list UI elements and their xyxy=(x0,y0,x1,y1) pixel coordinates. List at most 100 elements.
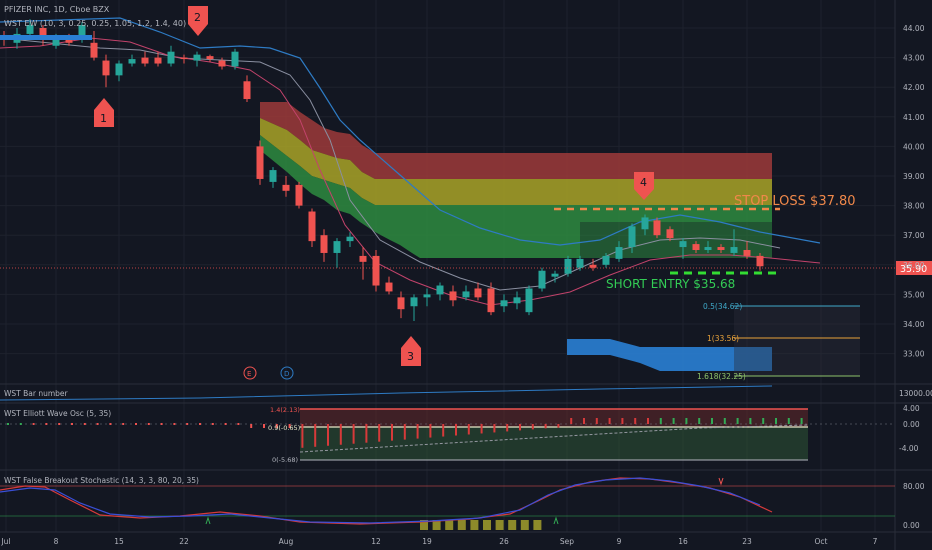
time-tick-label: 23 xyxy=(742,537,752,546)
candle-body xyxy=(641,217,649,230)
candle-body xyxy=(692,244,700,250)
candles xyxy=(0,19,764,322)
candle-body xyxy=(385,282,393,292)
ewo-bar xyxy=(800,418,803,424)
stoch-block xyxy=(432,520,441,530)
candle-body xyxy=(269,170,277,182)
candle-body xyxy=(487,288,495,313)
candle-body xyxy=(372,255,380,286)
zone-green xyxy=(260,135,772,258)
svg-text:4: 4 xyxy=(640,176,647,189)
ewo-bar xyxy=(723,418,726,424)
candle-body xyxy=(154,57,162,64)
time-tick-label: Jul xyxy=(0,537,10,546)
blue-marker-bar xyxy=(0,35,92,40)
price-tick-label: 37.00 xyxy=(903,231,925,240)
time-tick-label: 16 xyxy=(678,537,688,546)
ewo-bar xyxy=(122,423,125,425)
candle-body xyxy=(679,241,687,248)
ewo-bar xyxy=(147,423,150,425)
svg-text:1: 1 xyxy=(100,112,107,125)
ewo-label-mid: 0.9(-0.65) xyxy=(268,424,300,432)
ewo-bar xyxy=(378,424,381,442)
ewo-bar xyxy=(506,424,509,432)
price-tick-label: 36.00 xyxy=(903,261,925,270)
svg-text:2: 2 xyxy=(194,11,201,24)
ewo-bar xyxy=(403,424,406,440)
time-tick-label: Aug xyxy=(279,537,294,546)
ewo-bar xyxy=(455,424,457,436)
candle-body xyxy=(551,273,559,277)
dividend-event[interactable]: D xyxy=(280,366,294,380)
ewo-histogram xyxy=(7,418,803,448)
ewo-lower-zone xyxy=(300,427,808,460)
ewo-bar xyxy=(762,418,765,424)
svg-text:D: D xyxy=(284,370,289,378)
ewo-bar xyxy=(224,423,227,425)
upper-channel-line xyxy=(0,17,821,246)
time-axis: Jul 8 15 22 Aug 12 19 26 Sep 9 16 23 Oct 7 xyxy=(0,537,877,546)
ewo-tick-m4: -4.00 xyxy=(899,444,919,453)
candle-body xyxy=(653,220,661,236)
candle-body xyxy=(615,247,623,259)
ewo-bar xyxy=(109,423,112,425)
stoch-block xyxy=(533,520,542,530)
stoch-block xyxy=(470,520,479,530)
price-tick-label: 38.00 xyxy=(903,202,925,211)
candle-body xyxy=(308,211,316,242)
ewo-bar xyxy=(327,424,329,446)
ewo-bar xyxy=(7,423,9,425)
price-tick-label: 34.00 xyxy=(903,320,925,329)
fib-label-05: 0.5(34.62) xyxy=(703,302,742,311)
ewo-bar xyxy=(199,423,201,425)
candle-body xyxy=(206,56,214,60)
stoch-up-arrow-1 xyxy=(205,516,211,525)
ewo-bar xyxy=(211,423,214,425)
candle-body xyxy=(218,60,226,67)
price-tick-label: 40.00 xyxy=(903,142,925,151)
candle-body xyxy=(474,288,482,298)
ewo-bar xyxy=(429,424,432,438)
ewo-bar xyxy=(416,424,419,439)
time-tick-label: 9 xyxy=(617,537,622,546)
ewo-bar xyxy=(749,418,752,424)
candle-body xyxy=(436,285,444,295)
candle-body xyxy=(180,57,188,60)
ewo-signal-line xyxy=(299,424,809,453)
ewo-bar xyxy=(608,418,611,424)
price-tick-label: 42.00 xyxy=(903,83,925,92)
stoch-tick-80: 80.00 xyxy=(903,482,925,491)
stoch-title: WST False Breakout Stochastic (14, 3, 3,… xyxy=(4,476,199,485)
stop-loss-label: STOP LOSS $37.80 xyxy=(734,194,856,209)
candle-body xyxy=(39,28,47,40)
candle-body xyxy=(743,250,751,256)
ewo-bar xyxy=(19,423,22,425)
candle-body xyxy=(525,288,533,313)
candle-body xyxy=(756,255,764,267)
stoch-block xyxy=(445,520,454,530)
indicator-header: WST EW (10, 3, 0.25, 0.25, 1.05, 1.2, 1.… xyxy=(4,19,186,28)
stoch-block xyxy=(495,520,504,530)
price-tick-label: 39.00 xyxy=(903,172,925,181)
stoch-block xyxy=(483,520,491,530)
stoch-d-line xyxy=(0,477,761,524)
ewo-bar xyxy=(32,423,35,425)
earnings-event[interactable]: E xyxy=(243,366,257,380)
stoch-oversold-blocks xyxy=(420,520,542,530)
candle-body xyxy=(589,264,597,268)
time-tick-label: 8 xyxy=(54,537,59,546)
ewo-bar xyxy=(442,424,445,437)
ewo-bar xyxy=(685,418,688,424)
zone-red xyxy=(260,102,772,179)
bar-number-line xyxy=(0,385,773,401)
stoch-block xyxy=(420,520,428,530)
time-tick-label: 22 xyxy=(179,537,189,546)
ewo-bar xyxy=(659,418,662,424)
candle-body xyxy=(730,247,738,253)
ewo-title: WST Elliott Wave Osc (5, 35) xyxy=(4,409,111,418)
svg-text:3: 3 xyxy=(407,350,414,363)
stoch-block xyxy=(457,520,466,530)
last-price-label: 35.90 xyxy=(900,264,927,275)
